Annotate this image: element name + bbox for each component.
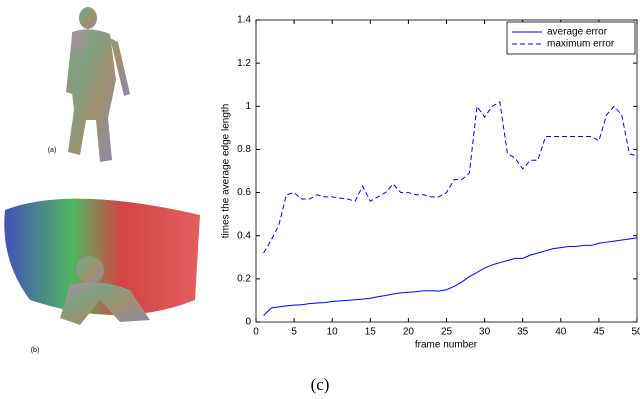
x-tick-label: 50 bbox=[631, 327, 640, 338]
panel-label: (c) bbox=[311, 375, 330, 394]
x-tick-label: 15 bbox=[365, 327, 377, 338]
x-tick-label: 20 bbox=[403, 327, 415, 338]
x-tick-label: 45 bbox=[593, 327, 605, 338]
panel-label: (a) bbox=[48, 147, 57, 154]
y-tick-label: 0 bbox=[245, 317, 251, 328]
y-tick-label: 0.6 bbox=[237, 187, 251, 198]
legend-label: maximum error bbox=[547, 39, 615, 50]
x-tick-label: 5 bbox=[291, 327, 297, 338]
y-tick-label: 0.2 bbox=[237, 273, 251, 284]
x-tick-label: 10 bbox=[327, 327, 339, 338]
y-tick-label: 1.2 bbox=[237, 58, 251, 69]
data-line bbox=[264, 238, 637, 316]
y-tick-label: 1.4 bbox=[237, 15, 251, 26]
x-tick-label: 30 bbox=[479, 327, 491, 338]
figure-a bbox=[66, 7, 130, 162]
x-tick-label: 25 bbox=[441, 327, 453, 338]
x-tick-label: 35 bbox=[517, 327, 529, 338]
panel-label: (b) bbox=[31, 347, 40, 354]
x-tick-label: 0 bbox=[253, 327, 259, 338]
y-tick-label: 0.8 bbox=[237, 144, 251, 155]
legend-label: average error bbox=[547, 27, 608, 38]
data-line bbox=[264, 102, 637, 253]
x-axis-label: frame number bbox=[415, 340, 478, 351]
plot-frame bbox=[256, 20, 637, 322]
y-axis-label: times the average edge length bbox=[221, 104, 232, 239]
figure-b bbox=[4, 199, 200, 325]
page: {"figure": {"labels": ["(a)", "(b)", "(c… bbox=[0, 0, 640, 399]
x-tick-label: 40 bbox=[555, 327, 567, 338]
figure: (a) (b) (c) frame number times the avera… bbox=[0, 0, 640, 399]
y-tick-label: 1 bbox=[245, 101, 251, 112]
y-tick-label: 0.4 bbox=[237, 230, 251, 241]
